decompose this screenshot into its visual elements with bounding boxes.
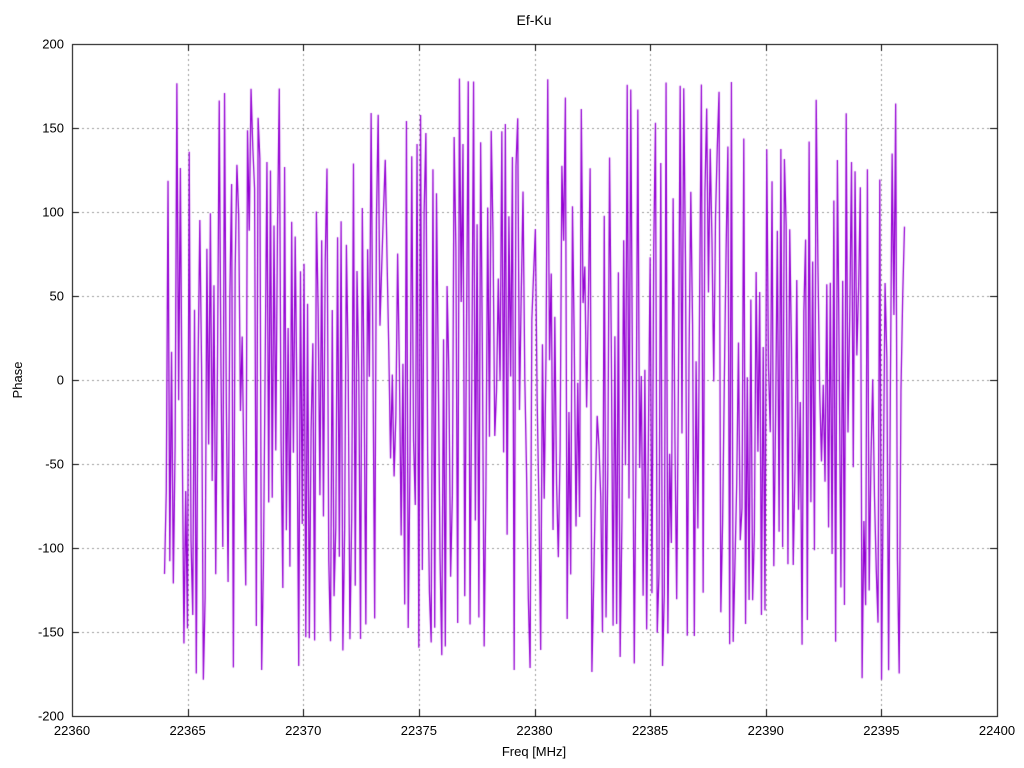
x-tick-label: 22400 <box>978 723 1016 738</box>
x-axis-label: Freq [MHz] <box>501 744 567 759</box>
chart-title: Ef-Ku <box>516 12 552 28</box>
x-tick-label: 22375 <box>400 723 437 738</box>
x-tick-label: 22365 <box>169 723 206 738</box>
x-tick-label: 22380 <box>516 723 553 738</box>
y-tick-label: 100 <box>42 204 64 220</box>
y-tick-label: -100 <box>37 540 64 556</box>
x-tick-label: 22385 <box>632 723 669 738</box>
x-tick-label: 22390 <box>747 723 784 738</box>
y-tick-label: 150 <box>42 120 64 136</box>
y-tick-label: -200 <box>37 708 64 724</box>
y-axis-label: Phase <box>10 361 25 399</box>
y-tick-label: 200 <box>42 36 64 52</box>
y-tick-label: -150 <box>37 624 64 640</box>
y-tick-label: 0 <box>56 372 64 388</box>
y-tick-label: 50 <box>49 288 64 304</box>
x-tick-label: 22395 <box>863 723 900 738</box>
y-tick-label: -50 <box>45 456 64 472</box>
x-tick-label: 22360 <box>53 723 91 738</box>
x-tick-label: 22370 <box>285 723 322 738</box>
